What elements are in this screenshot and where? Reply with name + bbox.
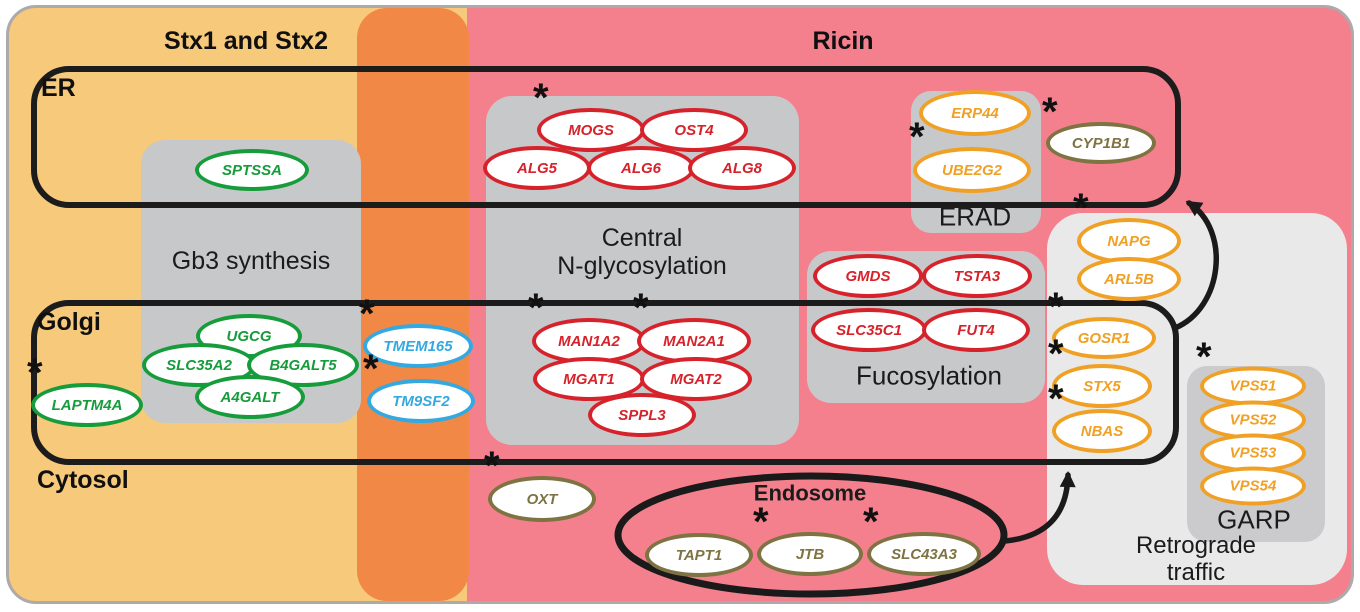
hit-asterisk-man2a1: * [633,286,649,330]
gene-gosr1: GOSR1 [1052,317,1156,359]
golgi-label: Golgi [37,308,101,336]
cytosol-label: Cytosol [37,466,129,494]
hit-asterisk-tm9sf2: * [363,347,379,391]
group-label-garp: GARP [1217,504,1291,535]
gene-cyp1b1: CYP1B1 [1046,122,1156,164]
gene-tm9sf2: TM9SF2 [367,379,475,423]
gene-mgat1: MGAT1 [533,357,645,401]
group-label-central: Central N-glycosylation [557,224,727,280]
gene-slc35c1: SLC35C1 [811,308,927,352]
er-outline [31,66,1181,208]
pathway-diagram: Stx1 and Stx2 Ricin ER Golgi Cytosol Ret… [6,5,1354,604]
gene-ube2g2: UBE2G2 [913,147,1031,193]
hit-asterisk-cyp1b1: * [1042,90,1058,134]
gene-alg6: ALG6 [587,146,695,190]
hit-asterisk-jtb: * [753,500,769,544]
stx-title: Stx1 and Stx2 [164,27,328,55]
hit-asterisk-gosr1: * [1048,285,1064,329]
gene-a4galt: A4GALT [195,375,305,419]
gene-b4galt5: B4GALT5 [247,343,359,387]
hit-asterisk-laptm4a: * [27,351,43,395]
hit-asterisk-napg: * [1073,186,1089,230]
group-label-erad: ERAD [938,201,1012,232]
gene-arl5b: ARL5B [1077,257,1181,301]
gene-laptm4a: LAPTM4A [31,383,143,427]
gene-nbas: NBAS [1052,409,1152,453]
gene-gmds: GMDS [813,254,923,298]
hit-asterisk-mogs: * [533,76,549,120]
gene-alg8: ALG8 [688,146,796,190]
hit-asterisk-ube2g2: * [909,115,925,159]
hit-asterisk-slc43a3: * [863,500,879,544]
gene-ost4: OST4 [640,108,748,152]
gene-fut4: FUT4 [922,308,1030,352]
gene-sptssa: SPTSSA [195,149,309,191]
gene-tapt1: TAPT1 [645,533,753,577]
ricin-title: Ricin [812,27,874,55]
hit-asterisk-tmem165: * [359,292,375,336]
er-label: ER [41,74,76,102]
group-label-fucosylation: Fucosylation [856,360,1002,391]
hit-asterisk-nbas: * [1048,377,1064,421]
gene-sppl3: SPPL3 [588,393,696,437]
gene-jtb: JTB [757,532,863,576]
gene-vps54: VPS54 [1200,466,1306,506]
group-label-gb3: Gb3 synthesis [171,247,331,275]
gene-tsta3: TSTA3 [922,254,1032,298]
gene-oxt: OXT [488,476,596,522]
gene-stx5: STX5 [1052,364,1152,408]
gene-slc35a2: SLC35A2 [142,343,256,387]
gene-erp44: ERP44 [919,90,1031,136]
gene-tmem165: TMEM165 [363,324,473,368]
gene-slc43a3: SLC43A3 [867,532,981,576]
gene-mogs: MOGS [537,108,645,152]
hit-asterisk-vps51: * [1196,334,1212,379]
hit-asterisk-stx5: * [1048,332,1064,376]
golgi-outline [31,300,1179,465]
hit-asterisk-oxt: * [484,444,500,488]
group-label-retrograde: Retrograde traffic [1135,532,1257,586]
hit-asterisk-man1a2: * [528,286,544,330]
group-label-endosome: Endosome [753,480,867,506]
gene-alg5: ALG5 [483,146,591,190]
